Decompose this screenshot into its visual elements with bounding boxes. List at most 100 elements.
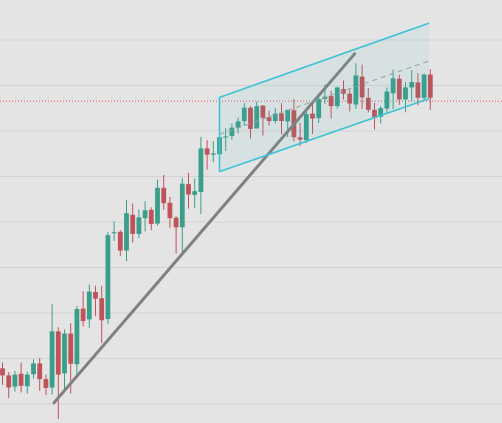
candle-body — [235, 121, 241, 128]
candle — [235, 117, 241, 134]
candle-body — [223, 136, 229, 138]
candle-body — [272, 113, 278, 122]
candle-body — [427, 74, 433, 98]
candle — [198, 136, 204, 214]
candle-body — [111, 232, 117, 234]
candle-body — [167, 202, 173, 219]
candle — [186, 172, 191, 209]
candle — [99, 285, 105, 344]
candle-body — [421, 74, 427, 98]
candle — [204, 140, 210, 170]
candle — [341, 80, 346, 100]
candle — [279, 103, 284, 135]
candle-body — [198, 148, 204, 192]
candle-body — [403, 87, 408, 100]
candle-body — [148, 209, 154, 224]
candle-body — [266, 117, 272, 122]
drawings[interactable] — [52, 22, 430, 405]
candle-body — [409, 82, 415, 88]
candle — [136, 209, 142, 239]
candle — [223, 128, 229, 151]
candle-body — [229, 127, 235, 136]
candle — [179, 177, 185, 256]
candle — [266, 110, 272, 126]
candle-body — [310, 113, 315, 119]
trendline[interactable] — [52, 52, 357, 405]
candle — [161, 174, 167, 210]
candle — [248, 106, 253, 139]
candle — [155, 179, 160, 226]
candle — [37, 357, 43, 391]
candle — [49, 304, 55, 395]
candle-body — [260, 105, 266, 118]
candle — [427, 69, 433, 110]
candle-body — [155, 187, 160, 224]
candle-body — [334, 87, 340, 107]
candle — [167, 196, 173, 228]
candle-body — [80, 308, 86, 322]
candle-body — [37, 363, 43, 380]
candles — [0, 63, 433, 419]
candle-body — [384, 91, 390, 109]
candle-body — [24, 374, 30, 387]
candle-body — [378, 108, 384, 117]
candle — [229, 123, 235, 140]
candle-body — [93, 292, 98, 299]
candle — [111, 221, 117, 241]
channel-middle-line — [219, 60, 430, 135]
candle-body — [353, 75, 359, 105]
candle — [173, 216, 179, 254]
candle — [18, 362, 24, 393]
candle — [241, 103, 247, 127]
candle — [316, 93, 322, 124]
candle-body — [68, 333, 74, 364]
candle — [74, 306, 80, 377]
candle-body — [161, 187, 167, 204]
channel-lower-line[interactable] — [219, 97, 430, 173]
candle — [409, 69, 415, 102]
candle-body — [186, 184, 191, 195]
candle-body — [18, 373, 24, 386]
candle-body — [279, 113, 284, 122]
candle — [310, 102, 315, 134]
candle — [6, 372, 12, 399]
candle-body — [0, 368, 5, 376]
candle-body — [142, 210, 148, 219]
candle — [80, 291, 86, 327]
candle-body — [192, 191, 198, 195]
candle-body — [99, 298, 105, 321]
candle-body — [303, 113, 309, 141]
candle — [148, 207, 154, 231]
candle-body — [347, 93, 353, 104]
channel-upper-line[interactable] — [219, 22, 430, 99]
candle-body — [136, 217, 142, 234]
candle — [192, 178, 198, 209]
candle — [421, 73, 427, 101]
candle — [396, 74, 402, 105]
candle — [86, 284, 92, 328]
candle-body — [179, 183, 185, 228]
candle-body — [210, 153, 216, 155]
candle — [43, 374, 49, 395]
candle — [359, 64, 365, 109]
candle — [93, 285, 98, 317]
candle — [31, 359, 36, 379]
candle — [272, 108, 278, 124]
candle — [297, 122, 303, 146]
candle-body — [241, 107, 247, 122]
candle — [415, 73, 421, 106]
candle — [384, 87, 390, 114]
candle — [105, 231, 111, 324]
candle-body — [341, 89, 346, 94]
candle-body — [62, 333, 67, 374]
candle-body — [173, 217, 179, 228]
candle — [12, 370, 18, 392]
candle-body — [12, 374, 18, 387]
candle — [24, 371, 30, 394]
candle — [142, 201, 148, 232]
candle-body — [55, 331, 61, 375]
candle-body — [124, 213, 129, 251]
candle-body — [130, 214, 136, 234]
